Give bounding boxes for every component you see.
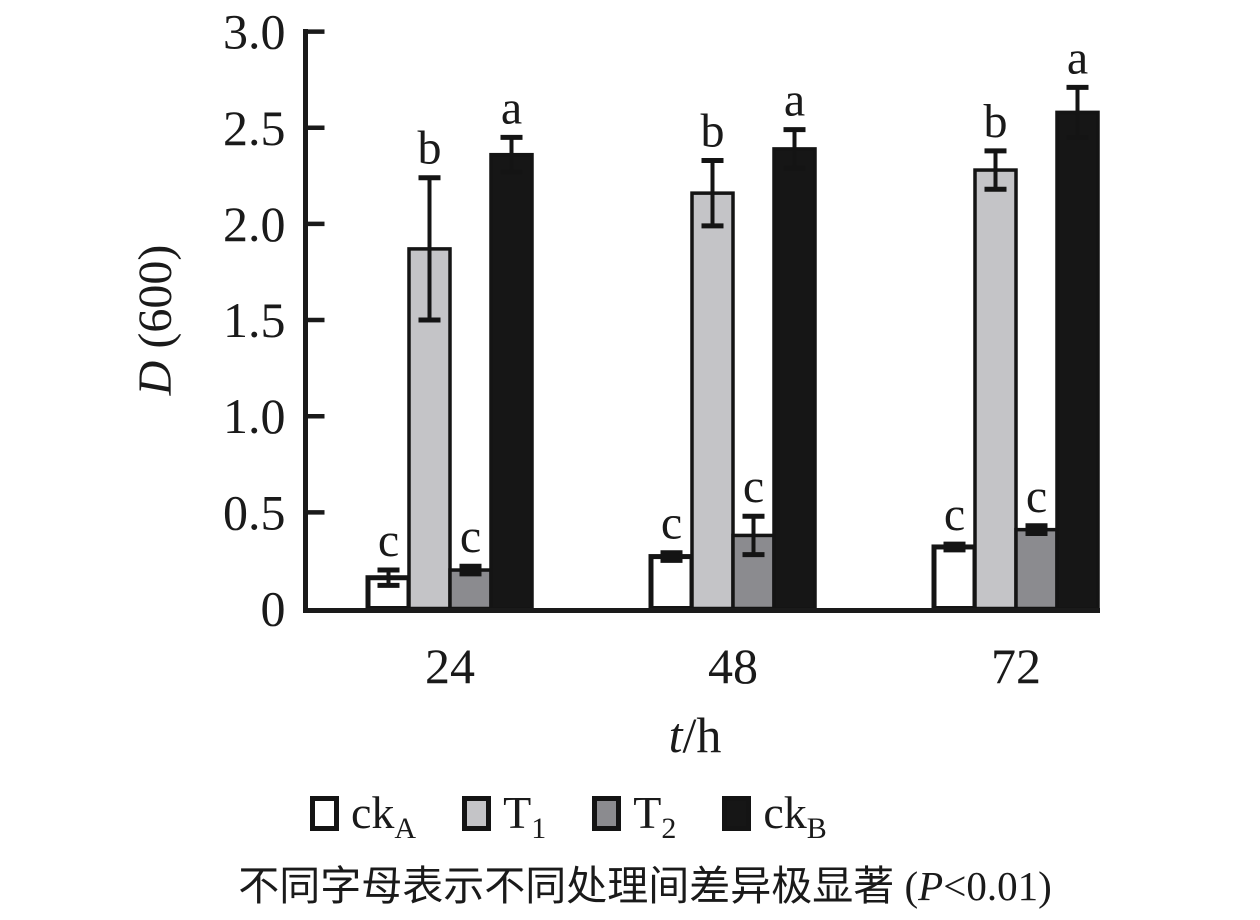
legend-item-T2: T2 [592,787,677,846]
x-axis-title: t/h [545,706,845,764]
sig-letter-T1-72: b [984,95,1008,148]
x-tick-label-72: 72 [991,638,1041,694]
legend: ckA T1 T2 ckB [310,787,827,846]
legend-item-ckA: ckA [310,787,417,846]
bar-T2-72 [1014,527,1059,611]
bar-T1-72 [973,168,1018,611]
y-tick-label-1.0: 1.0 [223,388,286,444]
bar-ckB-48 [772,147,817,611]
legend-label-T2: T2 [633,787,677,846]
bar-ckB-24 [489,152,534,611]
y-tick-label-0: 0 [261,581,286,637]
y-tick-label-0.5: 0.5 [223,484,286,540]
sig-letter-T2-72: c [1026,470,1047,523]
sig-letter-ckB-72: a [1067,31,1088,84]
legend-swatch-ckA [310,795,339,831]
legend-item-ckB: ckB [722,787,827,846]
sig-letter-ckA-24: c [378,514,399,567]
x-tick-label-48: 48 [708,638,758,694]
sig-letter-ckA-72: c [944,488,965,541]
y-tick-label-2.5: 2.5 [223,100,286,156]
bar-T1-48 [690,191,735,611]
legend-item-T1: T1 [462,787,547,846]
sig-letter-T2-24: c [460,510,481,563]
caption: 不同字母表示不同处理间差异极显著 (P<0.01) [230,852,1060,912]
caption-p-italic: P [918,863,944,909]
sig-letter-T1-24: b [418,122,442,175]
legend-label-T1: T1 [503,787,547,846]
bar-ckB-72 [1055,110,1100,611]
y-axis-title-italic: D [129,360,182,396]
x-axis-title-rest: /h [682,707,722,763]
legend-swatch-T2 [592,795,622,831]
legend-label-ckB: ckB [763,787,827,846]
y-axis-title: D (600) [128,170,188,470]
caption-prefix: 不同字母表示不同处理间差异极显著 ( [238,863,919,909]
y-tick-label-2.0: 2.0 [223,196,286,252]
caption-suffix: <0.01) [943,863,1052,909]
sig-letter-T1-48: b [701,104,725,157]
sig-letter-ckA-48: c [661,497,682,550]
bar-ckA-72 [931,544,978,611]
legend-swatch-T1 [462,795,492,831]
sig-letter-ckB-48: a [784,74,805,127]
y-tick-label-3.0: 3.0 [223,4,286,60]
x-axis-title-italic: t [668,707,683,763]
sig-letter-T2-48: c [743,460,764,513]
legend-swatch-ckB [722,795,752,831]
y-axis-title-rest: (600) [129,244,182,361]
x-tick-label-24: 24 [425,638,475,694]
y-tick-label-1.5: 1.5 [223,292,286,348]
bar-ckA-48 [648,554,695,611]
sig-letter-ckB-24: a [501,81,522,134]
legend-label-ckA: ckA [351,787,417,846]
